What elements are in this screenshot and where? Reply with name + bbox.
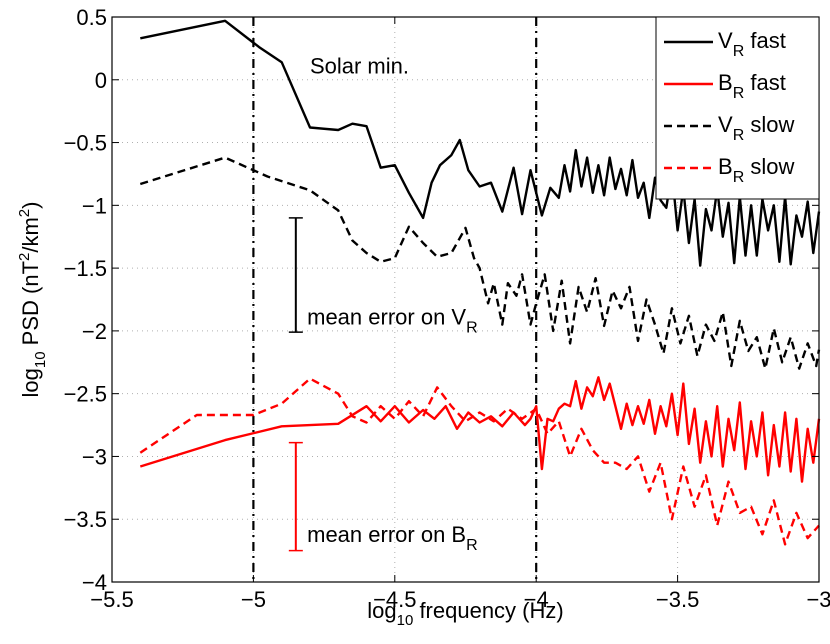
y-tick-label: −3 bbox=[82, 444, 107, 469]
series-line-v-r-slow bbox=[139, 156, 821, 370]
series-line-v-r-fast bbox=[140, 19, 821, 267]
y-axis-label: log10 PSD (nT2/km2) bbox=[16, 202, 49, 398]
series-lines bbox=[139, 19, 821, 546]
annotation-mean-error-b: mean error on BR bbox=[307, 522, 478, 554]
x-tick-label: −3.5 bbox=[656, 587, 699, 612]
legend-label-vr-fast: VR fast bbox=[718, 28, 786, 60]
legend-entry-br-fast: BR fast bbox=[664, 70, 786, 102]
legend-entry-br-slow: BR slow bbox=[664, 154, 794, 186]
legend-label-br-slow: BR slow bbox=[718, 154, 794, 186]
y-tick-label: 0 bbox=[95, 68, 107, 93]
y-tick-label: −0.5 bbox=[64, 131, 107, 156]
y-tick-label: 0.5 bbox=[76, 5, 107, 30]
y-tick-label: −2 bbox=[82, 319, 107, 344]
x-tick-label: −5.5 bbox=[90, 587, 133, 612]
series-line-b-r-slow bbox=[139, 377, 820, 546]
y-tick-label: −2.5 bbox=[64, 382, 107, 407]
x-axis-label: log10 frequency (Hz) bbox=[367, 598, 563, 629]
series-line-b-r-fast bbox=[139, 376, 821, 483]
legend: VR fast BR fast VR slow BR slow bbox=[655, 16, 820, 200]
legend-entry-vr-slow: VR slow bbox=[664, 112, 794, 144]
axis-ticks: −5.5 −5 −4.5 −4 −3.5 −3 0.5 0 −0.5 −1 −1.5 −2 −2.5 −3… bbox=[64, 5, 830, 612]
axes-frame bbox=[111, 16, 820, 583]
annotation-mean-error-v: mean error on VR bbox=[307, 305, 478, 337]
x-tick-label: −4 bbox=[524, 587, 549, 612]
y-tick-label: −3.5 bbox=[64, 507, 107, 532]
legend-label-br-fast: BR fast bbox=[718, 70, 786, 102]
y-tick-label: −4 bbox=[82, 570, 107, 595]
y-tick-label: −1 bbox=[82, 193, 107, 218]
y-tick-label: −1.5 bbox=[64, 256, 107, 281]
error-bars bbox=[288, 217, 303, 552]
legend-label-vr-slow: VR slow bbox=[718, 112, 794, 144]
reference-lines bbox=[252, 17, 538, 582]
annotation-solar-min: Solar min. bbox=[310, 54, 409, 79]
x-tick-label: −5 bbox=[241, 587, 266, 612]
x-tick-label: −3 bbox=[806, 587, 830, 612]
legend-entry-vr-fast: VR fast bbox=[664, 28, 786, 60]
x-tick-label: −4.5 bbox=[373, 587, 416, 612]
